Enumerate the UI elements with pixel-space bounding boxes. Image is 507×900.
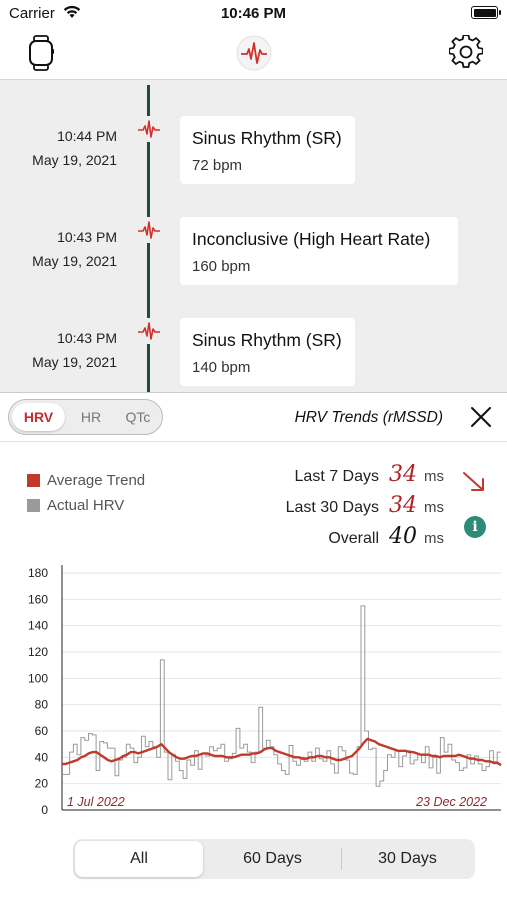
y-tick-label: 20 xyxy=(35,777,49,791)
recording-card[interactable]: Sinus Rhythm (SR) 72 bpm xyxy=(180,116,355,184)
range-segmented-control: All 60 Days 30 Days xyxy=(73,839,475,879)
entry-time: 10:43 PM xyxy=(57,229,117,245)
wifi-icon xyxy=(63,5,81,18)
tab-qtc[interactable]: QTc xyxy=(125,409,151,425)
recording-card[interactable]: Inconclusive (High Heart Rate) 160 bpm xyxy=(180,217,458,285)
close-icon[interactable] xyxy=(470,406,492,428)
stat-row: Overall 40 ms xyxy=(286,524,444,555)
range-60-days[interactable]: 60 Days xyxy=(243,850,302,867)
entry-time: 10:43 PM xyxy=(57,330,117,346)
ecg-marker-icon xyxy=(136,116,162,142)
y-tick-label: 0 xyxy=(41,803,48,817)
battery-icon xyxy=(471,6,501,19)
carrier-label: Carrier xyxy=(9,5,55,22)
segment-divider xyxy=(341,848,342,870)
legend-swatch-average xyxy=(27,474,40,487)
stat-label: Overall xyxy=(328,530,379,547)
range-30-days[interactable]: 30 Days xyxy=(378,850,437,867)
gear-icon[interactable] xyxy=(449,35,483,69)
range-all[interactable]: All xyxy=(75,841,203,877)
ecg-marker-icon xyxy=(136,318,162,344)
chart-legend: Average Trend Actual HRV xyxy=(27,468,145,518)
tab-hr[interactable]: HR xyxy=(80,409,102,425)
recording-bpm: 160 bpm xyxy=(192,258,251,275)
trends-title: HRV Trends (rMSSD) xyxy=(294,409,443,426)
legend-actual: Actual HRV xyxy=(27,493,145,518)
recording-bpm: 72 bpm xyxy=(192,157,243,174)
nav-bar xyxy=(0,28,507,80)
trends-header: HRV HR QTc HRV Trends (rMSSD) xyxy=(0,392,507,442)
ecg-timeline[interactable]: 10:44 PM May 19, 2021 Sinus Rhythm (SR) … xyxy=(0,80,507,392)
info-icon[interactable]: i xyxy=(464,516,486,538)
stat-row: Last 30 Days 34 ms xyxy=(286,493,444,524)
stat-unit: ms xyxy=(424,499,444,516)
legend-average: Average Trend xyxy=(27,468,145,493)
y-tick-label: 120 xyxy=(28,645,48,659)
timeline-entry[interactable]: 10:43 PM May 19, 2021 Inconclusive (High… xyxy=(0,217,507,297)
entry-date: May 19, 2021 xyxy=(32,253,117,269)
legend-swatch-actual xyxy=(27,499,40,512)
recording-title: Inconclusive (High Heart Rate) xyxy=(192,229,431,249)
x-end-label: 23 Dec 2022 xyxy=(415,795,487,809)
x-start-label: 1 Jul 2022 xyxy=(67,795,125,809)
hrv-stats: Last 7 Days 34 ms Last 30 Days 34 ms Ove… xyxy=(286,462,444,555)
y-tick-label: 160 xyxy=(28,592,48,606)
y-tick-label: 40 xyxy=(35,750,49,764)
entry-date: May 19, 2021 xyxy=(32,354,117,370)
recording-title: Sinus Rhythm (SR) xyxy=(192,330,342,350)
y-tick-label: 140 xyxy=(28,619,48,633)
metric-segmented-control: HRV HR QTc xyxy=(8,399,163,435)
y-tick-label: 180 xyxy=(28,566,48,580)
timeline-entry[interactable]: 10:44 PM May 19, 2021 Sinus Rhythm (SR) … xyxy=(0,116,507,196)
legend-actual-label: Actual HRV xyxy=(47,497,125,514)
stat-unit: ms xyxy=(424,468,444,485)
series-actual-hrv xyxy=(62,605,501,787)
entry-date: May 19, 2021 xyxy=(32,152,117,168)
stat-row: Last 7 Days 34 ms xyxy=(286,462,444,493)
y-tick-label: 60 xyxy=(35,724,49,738)
status-time: 10:46 PM xyxy=(220,5,287,22)
legend-average-label: Average Trend xyxy=(47,472,146,489)
ecg-marker-icon xyxy=(136,217,162,243)
app-logo-icon xyxy=(236,35,272,71)
stat-value: 34 xyxy=(389,493,417,518)
recording-card[interactable]: Sinus Rhythm (SR) 140 bpm xyxy=(180,318,355,386)
entry-time: 10:44 PM xyxy=(57,128,117,144)
stat-label: Last 7 Days xyxy=(294,468,379,485)
series-average-trend xyxy=(62,737,502,767)
stat-value: 40 xyxy=(389,524,417,549)
watch-icon[interactable] xyxy=(27,35,55,71)
y-tick-label: 100 xyxy=(28,671,48,685)
trend-down-arrow-icon xyxy=(463,472,484,491)
recording-title: Sinus Rhythm (SR) xyxy=(192,128,342,148)
tab-hrv[interactable]: HRV xyxy=(12,403,65,431)
stat-unit: ms xyxy=(424,530,444,547)
recording-bpm: 140 bpm xyxy=(192,359,251,376)
stat-value: 34 xyxy=(389,462,417,487)
timeline-entry[interactable]: 10:43 PM May 19, 2021 Sinus Rhythm (SR) … xyxy=(0,318,507,392)
hrv-chart: 180 160 140 120 100 80 60 40 20 0 1 Jul 2022 23 Dec… xyxy=(28,565,502,817)
stat-label: Last 30 Days xyxy=(285,499,379,516)
status-bar: Carrier 10:46 PM xyxy=(0,0,507,28)
y-tick-label: 80 xyxy=(35,698,49,712)
